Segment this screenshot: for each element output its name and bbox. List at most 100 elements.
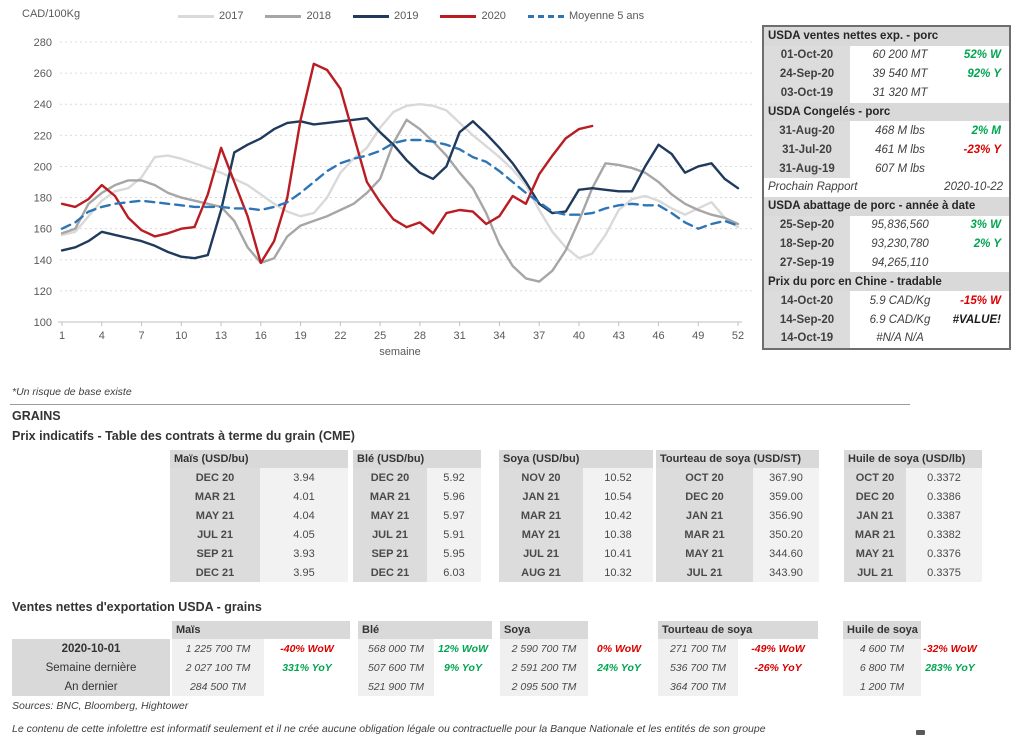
svg-text:40: 40	[573, 330, 585, 342]
table-row: JAN 21 356.90	[656, 506, 819, 525]
contract-price: 4.01	[260, 487, 348, 506]
export-header-row: Maïs Blé Soya Tourteau de soya Huile de soya	[12, 621, 979, 639]
svg-text:43: 43	[613, 330, 625, 342]
contract-price: 3.95	[260, 563, 348, 582]
svg-text:280: 280	[34, 37, 52, 49]
table-row: 2020-10-01 1 225 700 TM -40% WoW 568 000 TM…	[12, 639, 979, 658]
row-date: 24-Sep-20	[764, 64, 850, 84]
contract-price: 0.3372	[906, 468, 982, 487]
export-value: 6 800 TM	[843, 658, 921, 677]
futures-group: Tourteau de soya (USD/ST) OCT 20 367.90 DEC…	[656, 450, 819, 582]
contract-price: 0.3376	[906, 544, 982, 563]
export-change: -32% WoW	[923, 642, 977, 655]
series-line-2017	[60, 102, 740, 260]
row-date: 31-Aug-20	[764, 121, 850, 141]
legend-swatch	[352, 14, 389, 18]
contract-month: DEC 20	[353, 468, 427, 487]
svg-text:4: 4	[99, 330, 105, 342]
svg-text:180: 180	[34, 193, 52, 205]
svg-text:120: 120	[34, 286, 52, 298]
legend-item-2020: 2020	[440, 10, 506, 22]
table-row: OCT 20 367.90	[656, 468, 819, 487]
row-value: 60 200 MT	[872, 49, 928, 62]
table-row: OCT 20 0.3372	[844, 468, 982, 487]
futures-group: Maïs (USD/bu) DEC 20 3.94 MAR 21 4.01 MAY 21 4…	[170, 450, 348, 582]
contract-price: 0.3387	[906, 506, 982, 525]
legend-label: 2019	[393, 10, 419, 22]
contract-month: DEC 21	[170, 563, 260, 582]
export-change: 0% WoW	[596, 642, 642, 655]
legend-swatch	[178, 14, 214, 18]
contract-month: DEC 20	[844, 487, 906, 506]
contract-month: JAN 21	[499, 487, 583, 506]
contract-month: DEC 20	[170, 468, 260, 487]
export-row-label: 2020-10-01	[12, 639, 170, 658]
row-change: 52% W	[963, 49, 1001, 62]
legend-item-2018: 2018	[265, 10, 331, 22]
svg-text:220: 220	[34, 130, 52, 142]
svg-text:160: 160	[34, 224, 52, 236]
contract-price: 344.60	[753, 544, 819, 563]
contract-price: 10.32	[583, 563, 653, 582]
table-row: SEP 21 5.95	[353, 544, 481, 563]
table-row: MAY 21 5.97	[353, 506, 481, 525]
porc-report-row: Prochain Rapport 2020-10-22	[764, 178, 1009, 197]
contract-price: 359.00	[753, 487, 819, 506]
export-value: 568 000 TM	[358, 639, 434, 658]
svg-text:34: 34	[493, 330, 505, 342]
table-row: MAY 21 4.04	[170, 506, 348, 525]
svg-text:100: 100	[34, 317, 52, 329]
row-date: 18-Sep-20	[764, 234, 850, 254]
row-value: 5.9 CAD/Kg	[869, 294, 931, 307]
table-row: 14-Sep-20 6.9 CAD/Kg #VALUE!	[764, 310, 1009, 329]
table-row: 14-Oct-19 #N/A N/A	[764, 329, 1009, 348]
chart-plot: 100 120 140 160 180 200 220 240 260 280 1 4 7 10 13 16 1…	[34, 37, 754, 358]
contract-month: OCT 20	[656, 468, 753, 487]
row-date: 14-Oct-20	[764, 291, 850, 311]
export-value: 271 700 TM	[658, 639, 738, 658]
export-value: 536 700 TM	[658, 658, 738, 677]
contract-month: MAY 21	[656, 544, 753, 563]
contract-month: NOV 20	[499, 468, 583, 487]
contract-price: 5.95	[427, 544, 481, 563]
row-change: -15% W	[960, 294, 1001, 307]
table-row: An dernier 284 500 TM 521 900 TM 2 095 500 …	[12, 677, 979, 696]
table-row: JUL 21 4.05	[170, 525, 348, 544]
contract-month: MAR 21	[170, 487, 260, 506]
futures-group-header: Maïs (USD/bu)	[170, 450, 348, 468]
series-line-moyenne-5-ans	[60, 138, 740, 230]
export-change	[921, 677, 979, 696]
table-row: DEC 21 6.03	[353, 563, 481, 582]
export-change	[738, 677, 818, 696]
table-row: 14-Oct-20 5.9 CAD/Kg -15% W	[764, 291, 1009, 311]
report-date: 2020-10-22	[944, 181, 1003, 194]
svg-text:1: 1	[59, 330, 65, 342]
table-row: 31-Jul-20 461 M lbs -23% Y	[764, 140, 1009, 160]
export-value: 1 225 700 TM	[172, 639, 264, 658]
table-row: MAR 21 0.3382	[844, 525, 982, 544]
export-value: 507 600 TM	[358, 658, 434, 677]
contract-price: 5.91	[427, 525, 481, 544]
svg-text:7: 7	[138, 330, 144, 342]
export-sales-title: Ventes nettes d'exportation USDA - grain…	[12, 600, 262, 614]
row-date: 03-Oct-19	[764, 83, 850, 103]
svg-text:semaine: semaine	[379, 346, 421, 358]
svg-text:10: 10	[175, 330, 187, 342]
contract-month: MAR 21	[844, 525, 906, 544]
sources-line: Sources: BNC, Bloomberg, Hightower	[12, 700, 189, 712]
base-risk-footnote: *Un risque de base existe	[12, 386, 132, 398]
export-change: -26% YoY	[754, 661, 802, 674]
table-row: JUL 21 0.3375	[844, 563, 982, 582]
row-value: 95,836,560	[871, 219, 929, 232]
export-group-header: Maïs	[172, 621, 350, 639]
contract-price: 350.20	[753, 525, 819, 544]
table-row: MAY 21 10.38	[499, 525, 653, 544]
table-row: MAY 21 344.60	[656, 544, 819, 563]
svg-text:22: 22	[334, 330, 346, 342]
row-value: 6.9 CAD/Kg	[869, 313, 931, 326]
row-change: -23% Y	[963, 143, 1001, 156]
row-value: 31 320 MT	[872, 87, 928, 100]
table-row: MAR 21 4.01	[170, 487, 348, 506]
svg-text:52: 52	[732, 330, 744, 342]
legend-swatch	[527, 14, 564, 18]
